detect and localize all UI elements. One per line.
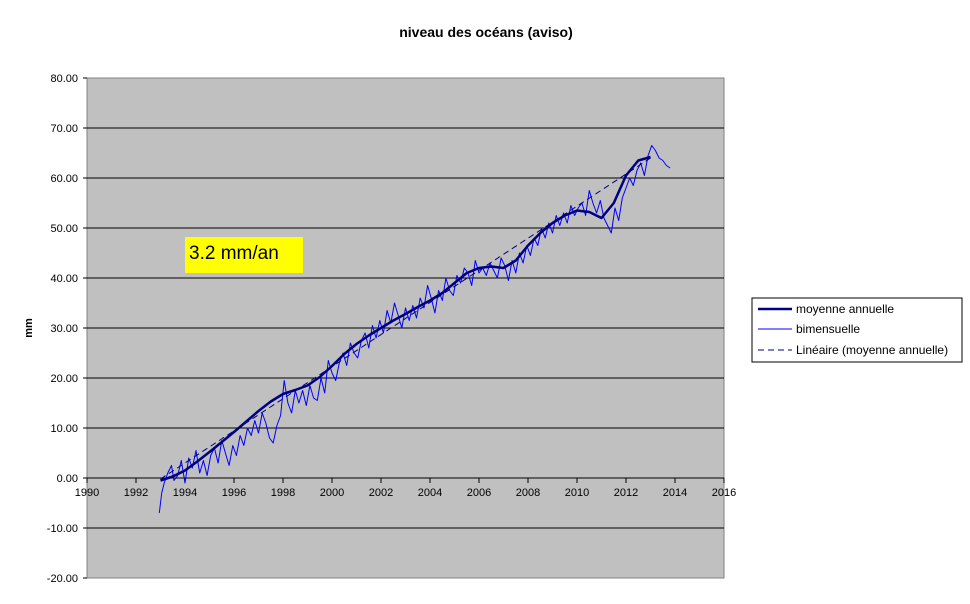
chart-title: niveau des océans (aviso) xyxy=(399,24,573,40)
x-tick-label: 2016 xyxy=(712,487,736,499)
x-tick-label: 1994 xyxy=(173,487,197,499)
y-axis-ticks: 80.00 70.00 60.00 50.00 40.00 30.00 20.00 10.00… xyxy=(47,73,87,585)
y-axis-label: mm xyxy=(23,318,35,338)
y-tick-label: -20.00 xyxy=(47,573,78,585)
legend-label-bimensuelle: bimensuelle xyxy=(796,322,860,336)
x-tick-label: 2014 xyxy=(663,487,687,499)
y-tick-label: 70.00 xyxy=(50,123,78,135)
annotation-background xyxy=(185,237,303,273)
y-tick-label: 60.00 xyxy=(50,173,78,185)
x-tick-label: 2002 xyxy=(369,487,393,499)
y-tick-label: -10.00 xyxy=(47,523,78,535)
y-tick-label: 20.00 xyxy=(50,373,78,385)
x-tick-label: 2004 xyxy=(418,487,442,499)
y-tick-label: 40.00 xyxy=(50,273,78,285)
x-axis-ticks: 1990 1992 1994 1996 1998 2000 2002 2004 2006 2008… xyxy=(75,478,736,499)
y-tick-label: 80.00 xyxy=(50,73,78,85)
x-tick-label: 2008 xyxy=(516,487,540,499)
x-tick-label: 1998 xyxy=(271,487,295,499)
y-tick-label: 10.00 xyxy=(50,423,78,435)
series-layer xyxy=(158,145,671,514)
x-tick-label: 2006 xyxy=(467,487,491,499)
series-line-lineaire xyxy=(160,157,651,480)
y-tick-label: 30.00 xyxy=(50,323,78,335)
legend-label-moyenne: moyenne annuelle xyxy=(796,302,894,316)
x-tick-label: 1996 xyxy=(222,487,246,499)
x-tick-label: 1992 xyxy=(124,487,148,499)
x-tick-label: 1990 xyxy=(75,487,99,499)
series-line-moyenne-annuelle xyxy=(160,155,651,482)
x-tick-label: 2012 xyxy=(614,487,638,499)
x-tick-label: 2010 xyxy=(565,487,589,499)
annotation-box: 3.2 mm/an xyxy=(185,237,303,273)
annotation-text: 3.2 mm/an xyxy=(189,243,279,264)
legend: moyenne annuelle bimensuelle Linéaire (m… xyxy=(751,297,963,363)
y-tick-label: 0.00 xyxy=(57,473,78,485)
gridlines xyxy=(87,127,724,529)
y-tick-label: 50.00 xyxy=(50,223,78,235)
x-tick-label: 2000 xyxy=(320,487,344,499)
legend-label-lineaire: Linéaire (moyenne annuelle) xyxy=(796,343,948,357)
